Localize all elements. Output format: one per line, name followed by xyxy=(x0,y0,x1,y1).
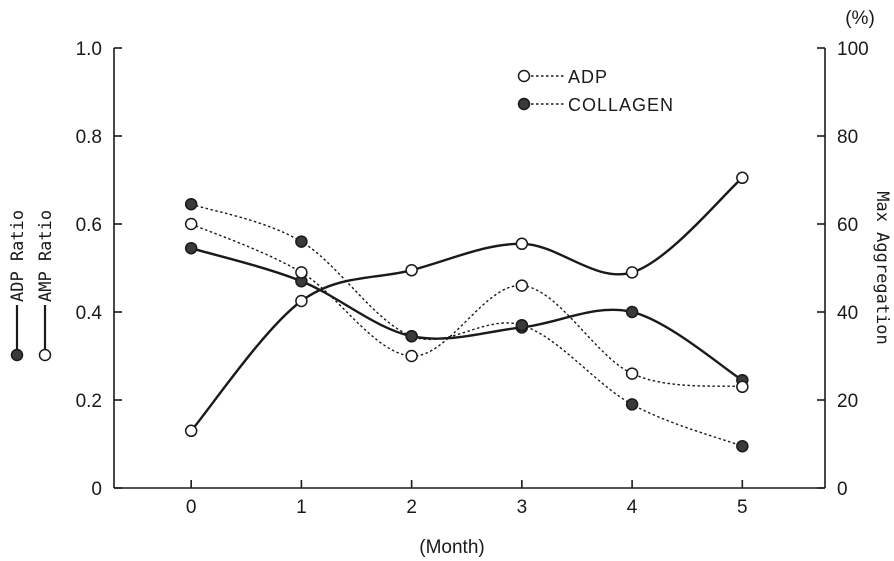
right-axis: 0 20 40 60 80 100 (%) xyxy=(817,8,875,500)
right-axis-title: Max Aggregation xyxy=(872,191,892,345)
data-point-collagen xyxy=(184,197,198,211)
data-point-amp-ratio xyxy=(736,171,749,185)
legend-marker xyxy=(517,97,531,111)
left-axis-title-amp-label: AMP Ratio xyxy=(36,210,56,302)
data-point-collagen xyxy=(405,329,418,343)
x-axis-tick-label: 2 xyxy=(406,497,417,518)
x-axis-tick-label: 3 xyxy=(517,497,528,518)
data-point-adp xyxy=(184,217,198,231)
legend-label: ADP xyxy=(568,67,608,87)
left-axis-tick-label: 0.6 xyxy=(76,215,102,236)
right-axis-tick-label: 80 xyxy=(837,127,858,148)
series-line-adp xyxy=(190,223,743,388)
x-axis-tick-label: 0 xyxy=(186,497,197,518)
left-axis-tick-label: 0.4 xyxy=(76,303,103,324)
left-axis: 0 0.2 0.4 0.6 0.8 1.0 xyxy=(76,39,122,500)
left-axis-title-adp-label: ADP Ratio xyxy=(8,210,28,302)
data-point-collagen xyxy=(295,235,308,248)
data-point-amp-ratio xyxy=(405,263,418,277)
left-axis-tick-label: 0.2 xyxy=(76,391,102,412)
left-axis-tick-label: 0 xyxy=(91,479,102,500)
data-point-amp-ratio xyxy=(515,237,529,251)
legend-label: COLLAGEN xyxy=(568,95,674,115)
x-axis-label: (Month) xyxy=(419,537,484,558)
data-point-adp xyxy=(736,380,749,394)
left-axis-tick-label: 0.8 xyxy=(76,127,102,148)
data-point-adp xyxy=(405,349,418,363)
data-point-adp xyxy=(295,266,308,279)
x-axis-tick-label: 5 xyxy=(737,497,748,518)
series-line-adp-ratio xyxy=(190,247,743,382)
right-axis-unit: (%) xyxy=(845,8,875,29)
data-point-amp-ratio xyxy=(184,424,198,438)
data-point-collagen xyxy=(736,439,749,453)
data-point-collagen xyxy=(625,398,639,411)
x-axis-tick-label: 4 xyxy=(627,497,638,518)
left-axis-tick-label: 1.0 xyxy=(76,39,102,60)
left-axis-title-adp-marker xyxy=(10,348,24,362)
right-axis-tick-label: 20 xyxy=(837,391,858,412)
data-point-adp xyxy=(515,279,529,292)
data-point-adp-ratio xyxy=(184,241,198,255)
x-axis-tick-label: 1 xyxy=(296,497,307,518)
series-line-amp-ratio xyxy=(190,176,744,432)
data-point-amp-ratio xyxy=(625,266,639,279)
axis-titles: Max Aggregation ADP Ratio AMP Ratio xyxy=(8,191,892,362)
left-axis-title-amp-marker xyxy=(38,348,52,362)
right-axis-tick-label: 0 xyxy=(837,479,848,500)
data-point-amp-ratio xyxy=(295,294,308,308)
right-axis-tick-label: 40 xyxy=(837,303,858,324)
data-point-adp xyxy=(625,367,639,380)
right-axis-tick-label: 60 xyxy=(837,215,858,236)
data-point-collagen xyxy=(515,318,529,332)
data-point-adp-ratio xyxy=(625,305,639,319)
legend: ADP COLLAGEN xyxy=(517,67,674,115)
series-layer xyxy=(184,171,749,453)
x-axis: 0 1 2 3 4 5 (Month) xyxy=(114,480,825,558)
right-axis-tick-label: 100 xyxy=(837,39,869,60)
legend-marker xyxy=(517,69,531,83)
